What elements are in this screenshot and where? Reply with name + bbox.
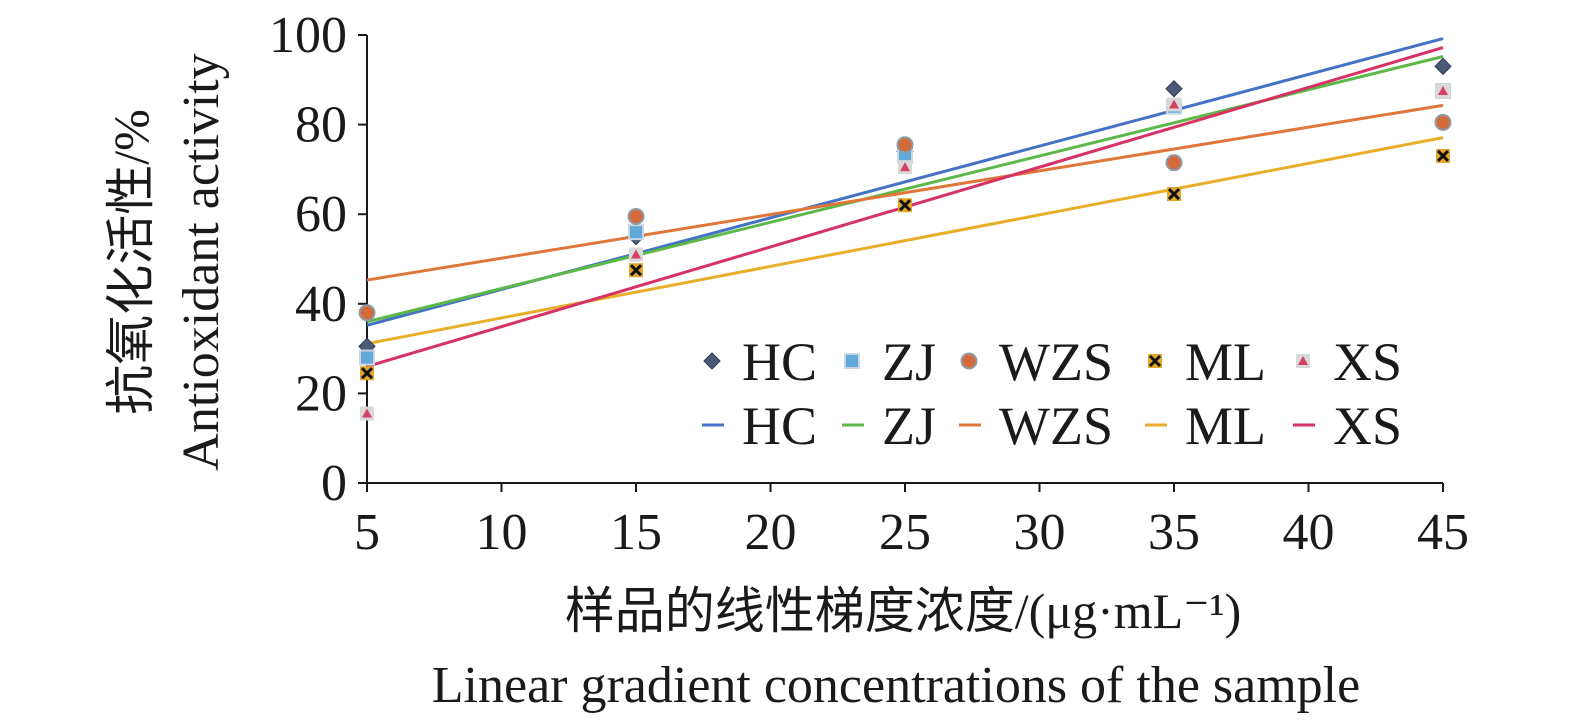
triangle-marker-shape [900,162,910,172]
circle-marker-shape [1165,154,1183,172]
circle-marker-shape [960,352,978,370]
y-tick-label: 0 [321,455,347,512]
data-point-wzs [1165,154,1183,172]
x-marker-cross [898,199,912,212]
legend-trend-label-zj: ZJ [882,396,936,456]
circle-marker-shape [358,304,376,322]
legend-label-wzs: WZS [999,332,1113,392]
legend-marker-hc [703,352,721,370]
x-tick-label: 45 [1417,504,1469,561]
legend-marker-xs [1296,354,1310,368]
legend-label-hc: HC [742,332,817,392]
square-marker-shape [359,349,375,366]
x-marker-cross [1436,149,1450,163]
x-tick-label: 5 [354,504,380,561]
x-marker-cross [1167,187,1181,201]
data-point-wzs [1434,113,1452,131]
legend-trend-label-wzs: WZS [999,396,1113,456]
legend-marker-zj [844,353,860,369]
triangle-marker-shape [362,408,372,418]
x-tick-label: 40 [1283,504,1335,561]
y-axis-label-english: Antioxidant activity [173,53,230,470]
legend-label-zj: ZJ [882,332,936,392]
data-point-xs [629,247,643,262]
data-point-ml [1167,187,1181,202]
legend-label-ml: ML [1185,332,1266,392]
diamond-marker-shape [1434,57,1452,76]
legend-trend-label-xs: XS [1333,396,1402,456]
y-tick-label: 60 [295,186,347,243]
circle-marker-shape [627,207,645,225]
x-tick-label: 30 [1014,504,1066,561]
y-tick-label: 80 [295,97,347,154]
x-tick-label: 35 [1148,504,1200,561]
diamond-marker-shape [703,352,721,370]
data-point-ml [1436,148,1450,163]
square-marker-shape [628,224,644,241]
square-marker-shape [844,353,860,369]
data-point-xs [360,406,374,421]
triangle-marker-shape [1438,86,1448,95]
diamond-marker-shape [1165,80,1183,98]
data-point-ml [360,366,374,381]
data-point-xs [898,160,912,175]
data-point-zj [628,224,644,241]
x-axis-label-chinese: 样品的线性梯度浓度/(μg·mL⁻¹) [565,583,1241,639]
x-tick-label: 25 [879,504,931,561]
y-tick-label: 100 [269,7,347,64]
circle-marker-shape [896,136,914,154]
data-point-wzs [358,304,376,322]
x-marker-cross [1148,354,1162,368]
circle-marker-shape [1434,113,1452,131]
data-point-hc [1165,80,1183,98]
y-tick-label: 20 [295,365,347,422]
data-point-wzs [896,136,914,154]
data-point-xs [1167,97,1181,112]
x-tick-label: 15 [610,504,662,561]
x-marker-cross [360,367,374,380]
y-axis-label-chinese: 抗氧化活性/% [103,109,159,415]
marker-layer [358,57,1452,421]
x-tick-label: 10 [476,504,528,561]
legend-trend-label-hc: HC [742,396,817,456]
legend-trend-label-ml: ML [1185,396,1266,456]
triangle-marker-shape [631,249,641,259]
legend-marker-ml [1148,354,1162,368]
legend-marker-wzs [960,352,978,370]
data-point-xs [1436,84,1450,98]
triangle-marker-shape [1298,356,1308,365]
data-point-hc [1434,57,1452,76]
trendline-ml [366,136,1444,346]
axes-layer: 0 20 40 60 80 100 5 10 15 20 25 30 35 40 45 [269,7,1469,561]
trendline-wzs [366,103,1444,282]
y-tick-label: 40 [295,276,347,333]
x-marker-cross [629,264,643,277]
data-point-zj [359,349,375,366]
data-point-wzs [627,207,645,225]
x-tick-label: 20 [745,504,797,561]
x-axis-label-english: Linear gradient concentrations of the sa… [432,657,1360,714]
triangle-marker-shape [1169,99,1179,109]
data-point-ml [898,198,912,213]
legend-label-xs: XS [1333,332,1402,392]
data-point-ml [629,263,643,278]
